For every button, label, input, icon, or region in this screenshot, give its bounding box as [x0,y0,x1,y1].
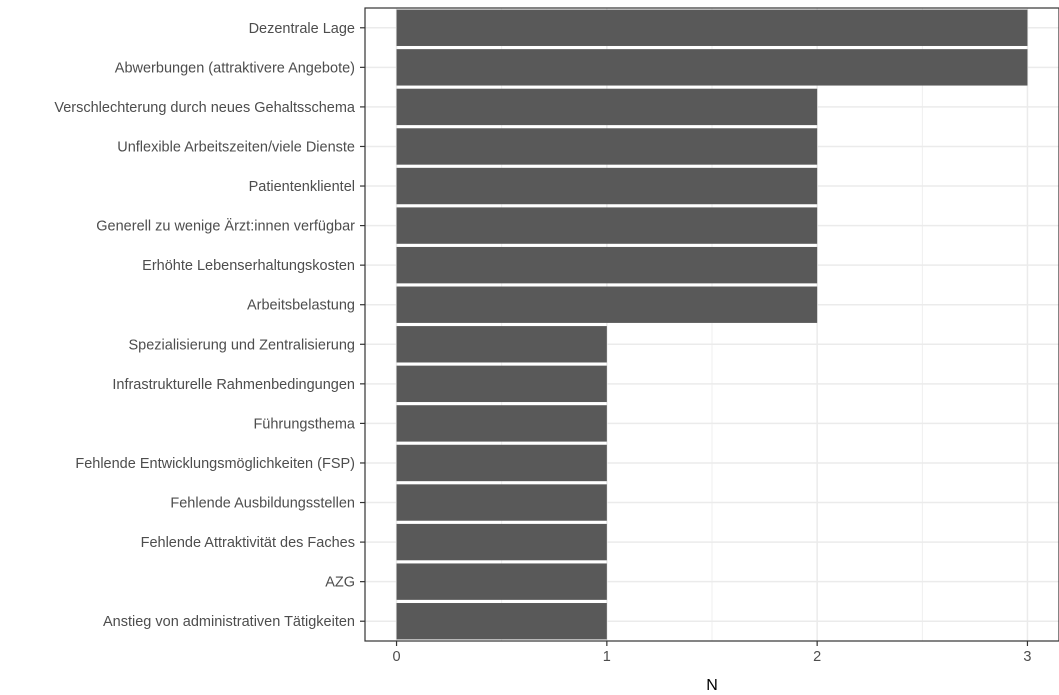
y-tick-label: Anstieg von administrativen Tätigkeiten [103,614,355,630]
y-tick-label: Arbeitsbelastung [247,298,355,314]
plot-panel-border [364,7,1059,642]
bar [396,286,818,323]
labels-layer: Dezentrale Lage Abwerbungen (attraktivere… [54,21,1031,665]
y-tick-label: Fehlende Entwicklungsmöglichkeiten (FSP) [75,456,355,472]
bar [396,563,607,600]
x-tick-label: 2 [813,649,821,665]
bar [396,365,607,403]
y-tick-label: Erhöhte Lebenserhaltungskosten [142,258,355,274]
y-tick-label: Führungsthema [253,416,355,432]
y-tick-label: Generell zu wenige Ärzt:innen verfügbar [96,218,355,235]
bar [396,128,818,165]
bar [396,523,607,561]
bar [396,207,818,244]
bar [396,603,607,640]
y-tick-label: AZG [325,575,355,591]
bar [396,484,607,521]
y-tick-label: Verschlechterung durch neues Gehaltssche… [54,100,356,116]
bar [396,444,607,482]
y-tick-label: Dezentrale Lage [249,21,355,37]
bars-layer [396,9,1028,640]
axes-layer [360,7,1059,646]
x-axis-title: N [706,677,718,694]
y-tick-label: Patientenklientel [249,179,355,195]
bar [396,49,1028,86]
bar [396,246,818,284]
x-tick-label: 0 [393,649,401,665]
bar [396,167,818,205]
bar [396,9,1028,46]
bar [396,405,607,442]
y-tick-label: Fehlende Attraktivität des Faches [141,535,355,551]
x-tick-label: 1 [603,649,611,665]
y-tick-label: Infrastrukturelle Rahmenbedingungen [112,377,355,393]
bar [396,88,818,126]
y-tick-label: Abwerbungen (attraktivere Angebote) [115,60,355,76]
y-tick-label: Unflexible Arbeitszeiten/viele Dienste [117,139,355,155]
bar [396,326,607,363]
x-tick-label: 3 [1023,649,1031,665]
y-tick-label: Fehlende Ausbildungsstellen [170,496,355,512]
y-tick-label: Spezialisierung und Zentralisierung [129,337,356,353]
